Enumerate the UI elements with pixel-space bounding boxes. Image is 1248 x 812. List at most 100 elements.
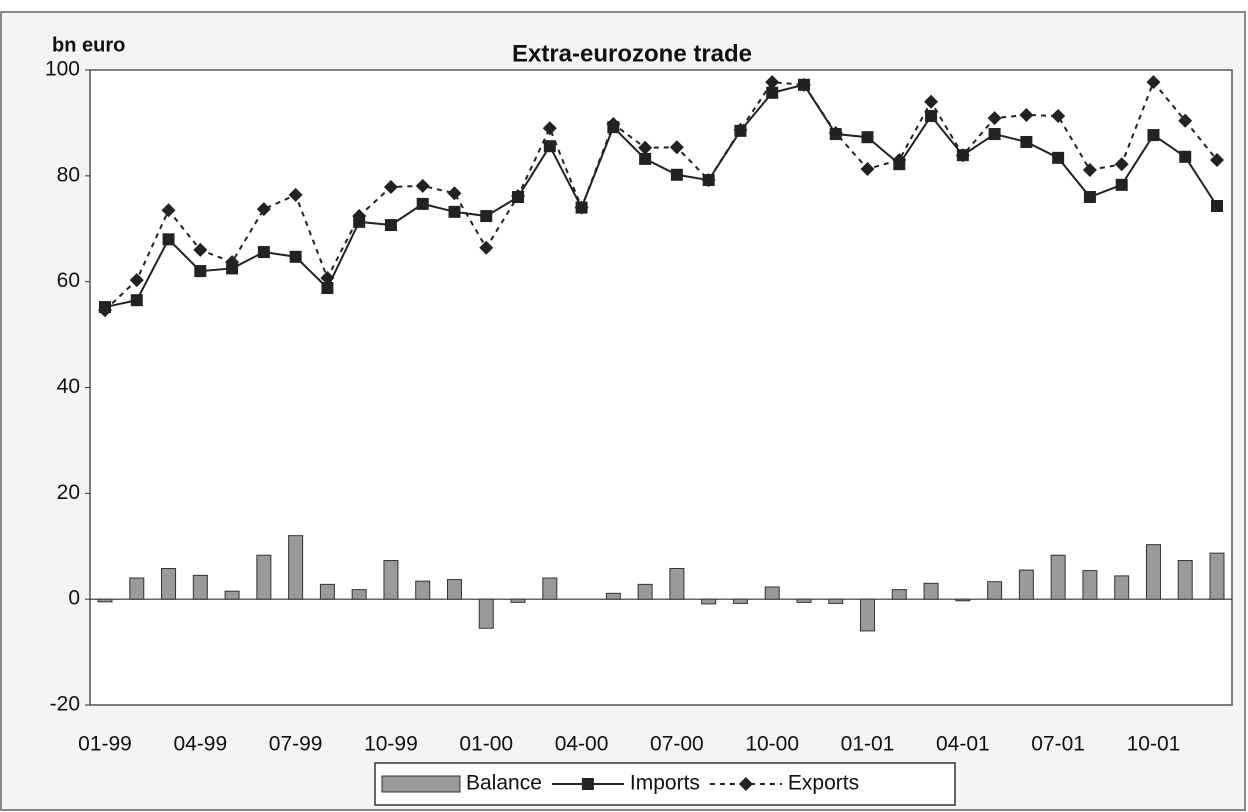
marker [415,178,430,193]
y-tick-label: 20 [57,481,80,504]
y-axis-label: bn euro [52,34,125,56]
marker [606,116,621,131]
bar [256,554,272,600]
y-tick-label: 40 [57,375,80,398]
y-tick-label: 100 [45,58,80,81]
marker [1146,75,1161,90]
marker [860,161,875,176]
marker [162,233,175,246]
marker [130,294,143,307]
marker [766,86,779,99]
x-tick-label: 01-99 [78,733,132,756]
marker [670,168,683,181]
marker [542,121,557,136]
y-tick-label: 80 [57,163,80,186]
marker [352,209,367,224]
marker [447,186,462,201]
bar [1018,569,1034,600]
marker [892,152,907,167]
marker [1019,107,1034,122]
marker [925,110,938,123]
marker [1051,109,1066,124]
bar [605,592,621,600]
bar [732,598,748,604]
marker [1114,157,1129,172]
legend-label: Exports [788,772,859,795]
y-tick-label: 60 [57,269,80,292]
marker [1052,151,1065,164]
marker [1083,191,1096,203]
x-tick-label: 04-99 [173,733,227,756]
marker [383,179,398,194]
x-tick-label: 10-01 [1127,733,1181,756]
marker [987,111,1002,126]
bar [1114,575,1130,600]
marker [1178,113,1193,128]
bar [764,586,780,600]
marker [98,303,112,318]
marker [1020,135,1033,148]
bar [288,535,304,600]
bar [129,577,145,600]
marker [701,173,716,188]
bar [319,583,335,600]
marker [955,148,970,163]
bar [351,589,367,600]
bar [542,577,558,600]
marker [511,188,526,203]
bar [192,574,208,600]
marker [320,270,335,285]
legend-marker [581,778,594,790]
bar [383,560,399,600]
marker [1147,129,1160,142]
marker [639,152,652,165]
y-tick-label: 0 [68,587,80,610]
bar [1145,544,1161,600]
marker [733,122,748,137]
bar [97,598,113,603]
marker [1115,178,1128,191]
marker [765,75,780,90]
plot-area [89,69,1233,706]
x-tick-label: 01-00 [459,733,513,756]
marker [129,273,144,288]
bar [161,567,177,600]
marker [543,140,556,153]
bar [224,590,240,600]
bar [955,598,971,602]
marker [1210,152,1224,167]
bar [478,598,494,629]
marker [479,240,494,255]
bar [1082,570,1098,600]
x-tick-label: 10-00 [745,733,799,756]
marker [161,203,176,218]
marker [289,250,302,263]
bar [669,567,685,600]
marker [384,219,397,232]
bar [987,581,1003,600]
bar [796,598,812,603]
marker [1211,199,1223,212]
bar [1177,560,1193,600]
marker [480,210,493,223]
marker [257,246,270,259]
x-tick-label: 10-99 [364,733,418,756]
bar [510,598,526,603]
bar [446,579,462,600]
bar [415,580,431,600]
legend-box [374,762,956,806]
marker [416,197,429,210]
marker [924,94,939,109]
legend-label: Balance [466,772,542,795]
x-tick-label: 04-00 [555,733,609,756]
marker [288,187,303,202]
bar [1209,552,1225,600]
x-tick-label: 07-99 [269,733,323,756]
bar [637,583,653,600]
bar [860,598,876,632]
y-tick-label: -20 [50,693,80,716]
x-tick-label: 07-00 [650,733,704,756]
x-tick-label: 07-01 [1031,733,1085,756]
